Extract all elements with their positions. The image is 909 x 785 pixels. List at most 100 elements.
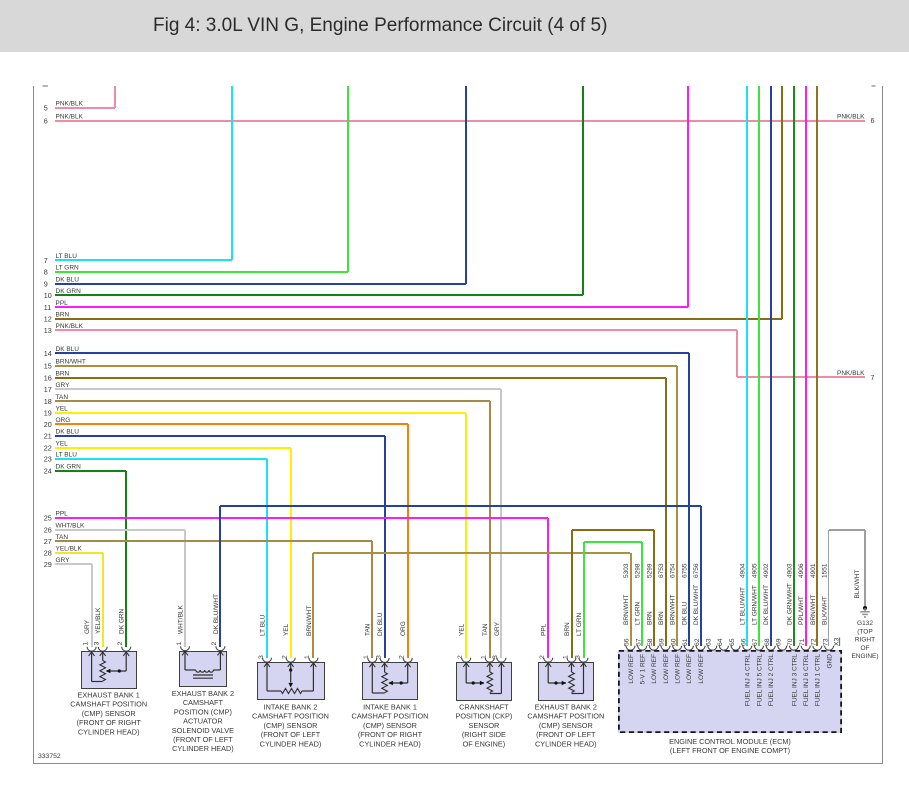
svg-text:6756: 6756 <box>693 563 700 578</box>
svg-text:(FRONT OF LEFT: (FRONT OF LEFT <box>173 735 233 744</box>
svg-text:YEL: YEL <box>56 405 69 412</box>
svg-text:DK BLU/WHT: DK BLU/WHT <box>213 594 220 634</box>
svg-text:5299: 5299 <box>646 563 653 578</box>
svg-text:10: 10 <box>44 291 52 300</box>
svg-text:PNK/BLK: PNK/BLK <box>56 113 84 120</box>
svg-text:(CMP) SENSOR: (CMP) SENSOR <box>264 721 318 730</box>
svg-text:4905: 4905 <box>751 563 758 578</box>
svg-text:EXHAUST BANK 2: EXHAUST BANK 2 <box>535 703 597 712</box>
svg-text:28: 28 <box>44 548 52 557</box>
svg-text:1: 1 <box>82 642 89 646</box>
svg-text:RIGHT: RIGHT <box>855 637 875 644</box>
svg-text:EXHAUST BANK 2: EXHAUST BANK 2 <box>172 689 234 698</box>
svg-text:YEL: YEL <box>283 623 290 636</box>
svg-text:(FRONT OF RIGHT: (FRONT OF RIGHT <box>77 718 142 727</box>
svg-text:4906: 4906 <box>798 563 805 578</box>
svg-text:14: 14 <box>44 349 52 358</box>
svg-text:3: 3 <box>258 655 265 659</box>
svg-text:(FRONT OF LEFT: (FRONT OF LEFT <box>261 730 321 739</box>
svg-text:DK BLU: DK BLU <box>681 601 688 625</box>
svg-text:LT BLU: LT BLU <box>56 451 78 458</box>
svg-text:BRN/WHT: BRN/WHT <box>623 595 630 625</box>
svg-text:GRY: GRY <box>494 621 501 636</box>
svg-text:BRN: BRN <box>646 611 653 625</box>
svg-text:INTAKE BANK 1: INTAKE BANK 1 <box>363 703 417 712</box>
svg-text:(FRONT OF LEFT: (FRONT OF LEFT <box>536 730 596 739</box>
svg-text:INTAKE BANK 2: INTAKE BANK 2 <box>264 703 318 712</box>
svg-text:5298: 5298 <box>635 563 642 578</box>
svg-text:23: 23 <box>44 454 52 463</box>
svg-text:13: 13 <box>44 326 52 335</box>
svg-text:2: 2 <box>457 655 464 659</box>
svg-text:LT GRN: LT GRN <box>576 612 583 636</box>
svg-text:PNK/BLK: PNK/BLK <box>837 113 865 120</box>
svg-text:3: 3 <box>492 655 499 659</box>
svg-text:FUEL INJ 4 CTRL: FUEL INJ 4 CTRL <box>745 654 752 707</box>
svg-text:11: 11 <box>44 303 51 312</box>
svg-text:27: 27 <box>44 537 52 546</box>
svg-text:BRN: BRN <box>564 622 571 636</box>
svg-text:LT BLU/WHT: LT BLU/WHT <box>740 587 747 625</box>
svg-text:5-V 1 REF: 5-V 1 REF <box>640 654 647 684</box>
svg-text:BLK/WHT: BLK/WHT <box>854 570 861 599</box>
svg-text:TAN: TAN <box>365 623 372 636</box>
svg-text:2: 2 <box>282 655 289 659</box>
svg-text:5: 5 <box>44 103 48 112</box>
svg-text:1: 1 <box>562 655 569 659</box>
svg-text:WHT/BLK: WHT/BLK <box>56 522 86 529</box>
svg-text:4903: 4903 <box>786 563 793 578</box>
svg-text:22: 22 <box>44 443 52 452</box>
svg-text:1: 1 <box>176 642 183 646</box>
svg-text:ORG: ORG <box>400 621 407 636</box>
svg-text:63: 63 <box>706 638 713 646</box>
svg-text:68: 68 <box>764 638 771 646</box>
svg-text:BRN/WHT: BRN/WHT <box>306 606 313 636</box>
svg-text:ENGINE CONTROL MODULE (ECM): ENGINE CONTROL MODULE (ECM) <box>669 737 791 746</box>
svg-text:ENGINE): ENGINE) <box>851 653 878 660</box>
svg-text:OF ENGINE): OF ENGINE) <box>463 739 506 748</box>
svg-text:PPL: PPL <box>56 510 69 517</box>
svg-text:24: 24 <box>44 466 52 475</box>
svg-text:DK BLU: DK BLU <box>377 612 384 636</box>
svg-text:17: 17 <box>44 385 52 394</box>
svg-text:15: 15 <box>44 361 52 370</box>
svg-text:LT GRN/WHT: LT GRN/WHT <box>751 585 758 625</box>
svg-text:6: 6 <box>871 116 875 125</box>
svg-text:PNK/BLK: PNK/BLK <box>837 370 865 377</box>
svg-text:DK BLU/WHT: DK BLU/WHT <box>763 585 770 625</box>
svg-text:62: 62 <box>694 638 701 646</box>
svg-text:POSITION (CMP): POSITION (CMP) <box>174 707 232 716</box>
svg-text:2: 2 <box>117 642 124 646</box>
svg-text:ACTUATOR: ACTUATOR <box>183 717 222 726</box>
svg-text:(LEFT FRONT OF ENGINE COMPT): (LEFT FRONT OF ENGINE COMPT) <box>670 746 790 755</box>
svg-text:CYLINDER HEAD): CYLINDER HEAD) <box>172 744 234 753</box>
svg-text:3: 3 <box>94 642 101 646</box>
svg-text:LT GRN: LT GRN <box>635 601 642 625</box>
svg-text:(RIGHT SIDE: (RIGHT SIDE <box>462 730 506 739</box>
svg-text:DK BLU/WHT: DK BLU/WHT <box>693 585 700 625</box>
svg-text:CYLINDER HEAD): CYLINDER HEAD) <box>78 727 140 736</box>
svg-text:7: 7 <box>871 373 875 382</box>
svg-text:12: 12 <box>44 314 52 323</box>
svg-text:25: 25 <box>44 513 52 522</box>
svg-text:LOW REF: LOW REF <box>698 654 705 684</box>
svg-text:6754: 6754 <box>670 563 677 578</box>
svg-text:LOW REF: LOW REF <box>686 654 693 684</box>
svg-text:6753: 6753 <box>658 563 665 578</box>
svg-text:3: 3 <box>375 655 382 659</box>
svg-text:(FRONT OF RIGHT: (FRONT OF RIGHT <box>358 730 423 739</box>
svg-text:69: 69 <box>776 638 783 646</box>
svg-text:72: 72 <box>811 638 818 646</box>
svg-text:LT GRN: LT GRN <box>56 264 80 271</box>
svg-text:X3: X3 <box>833 637 840 646</box>
svg-text:64: 64 <box>717 638 724 646</box>
svg-text:6755: 6755 <box>681 563 688 578</box>
svg-text:DK GRN/WHT: DK GRN/WHT <box>786 583 793 625</box>
svg-text:YEL: YEL <box>459 623 466 636</box>
svg-text:2: 2 <box>211 642 218 646</box>
svg-text:7: 7 <box>44 256 48 265</box>
svg-text:21: 21 <box>44 431 52 440</box>
svg-text:CAMSHAFT POSITION: CAMSHAFT POSITION <box>352 712 429 721</box>
svg-text:LOW REF: LOW REF <box>651 654 658 684</box>
svg-text:LOW REF: LOW REF <box>663 654 670 684</box>
